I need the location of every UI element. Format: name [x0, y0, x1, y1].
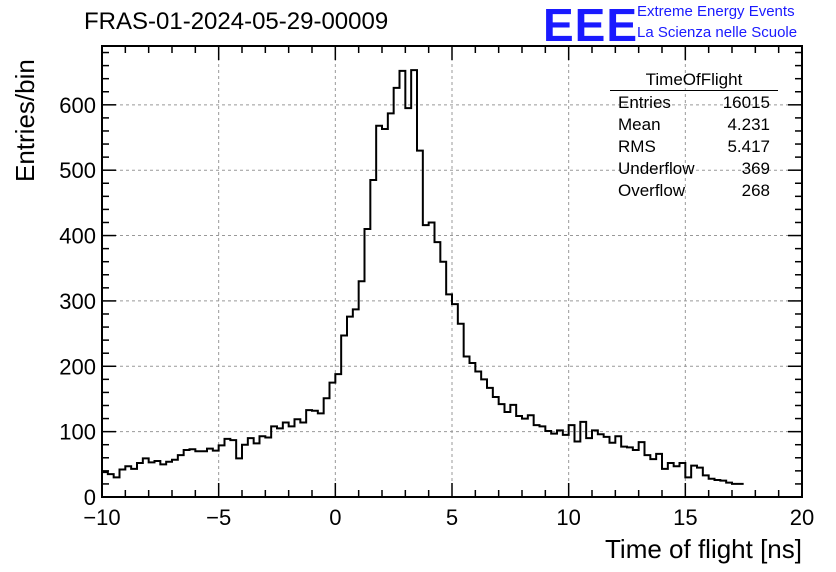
stats-value: 4.231	[727, 115, 770, 134]
stats-label: Overflow	[618, 181, 686, 200]
y-tick-label: 400	[59, 224, 96, 249]
stats-value: 16015	[722, 93, 770, 112]
histogram-line	[102, 69, 744, 485]
x-tick-label: 0	[329, 505, 341, 530]
stats-row-overflow: Overflow 268	[610, 179, 778, 201]
y-tick-label: 500	[59, 158, 96, 183]
x-tick-label: 10	[556, 505, 580, 530]
grid-lines	[102, 46, 802, 497]
y-axis-label: Entries/bin	[10, 59, 40, 182]
x-tick-label: 5	[446, 505, 458, 530]
x-axis-label: Time of flight [ns]	[605, 534, 802, 564]
axis-ticks	[101, 46, 803, 498]
stats-value: 268	[741, 181, 770, 200]
stats-label: Underflow	[618, 159, 695, 178]
stats-row-rms: RMS 5.417	[610, 135, 778, 157]
plot-frame	[101, 45, 803, 498]
eee-logo: EEE	[543, 0, 639, 51]
stats-label: Mean	[618, 115, 661, 134]
stats-title: TimeOfFlight	[610, 70, 778, 91]
y-tick-label: 200	[59, 354, 96, 379]
logo-subtitle-line2: La Scienza nelle Scuole	[637, 24, 798, 41]
x-tick-label: 15	[673, 505, 697, 530]
y-tick-label: 100	[59, 420, 96, 445]
stats-row-underflow: Underflow 369	[610, 157, 778, 179]
stats-value: 369	[741, 159, 770, 178]
y-tick-label: 600	[59, 93, 96, 118]
y-tick-label: 300	[59, 289, 96, 314]
stats-box: TimeOfFlight Entries 16015 Mean 4.231 RM…	[610, 70, 778, 201]
x-tick-label: −5	[206, 505, 231, 530]
x-tick-label: −10	[83, 505, 120, 530]
logo-subtitle-line1: Extreme Energy Events	[637, 3, 795, 20]
x-tick-label: 20	[790, 505, 814, 530]
stats-row-mean: Mean 4.231	[610, 113, 778, 135]
y-tick-label: 0	[84, 485, 96, 510]
stats-label: Entries	[618, 93, 671, 112]
stats-row-entries: Entries 16015	[610, 91, 778, 113]
plot-title: FRAS-01-2024-05-29-00009	[84, 8, 389, 35]
stats-value: 5.417	[727, 137, 770, 156]
stats-label: RMS	[618, 137, 656, 156]
